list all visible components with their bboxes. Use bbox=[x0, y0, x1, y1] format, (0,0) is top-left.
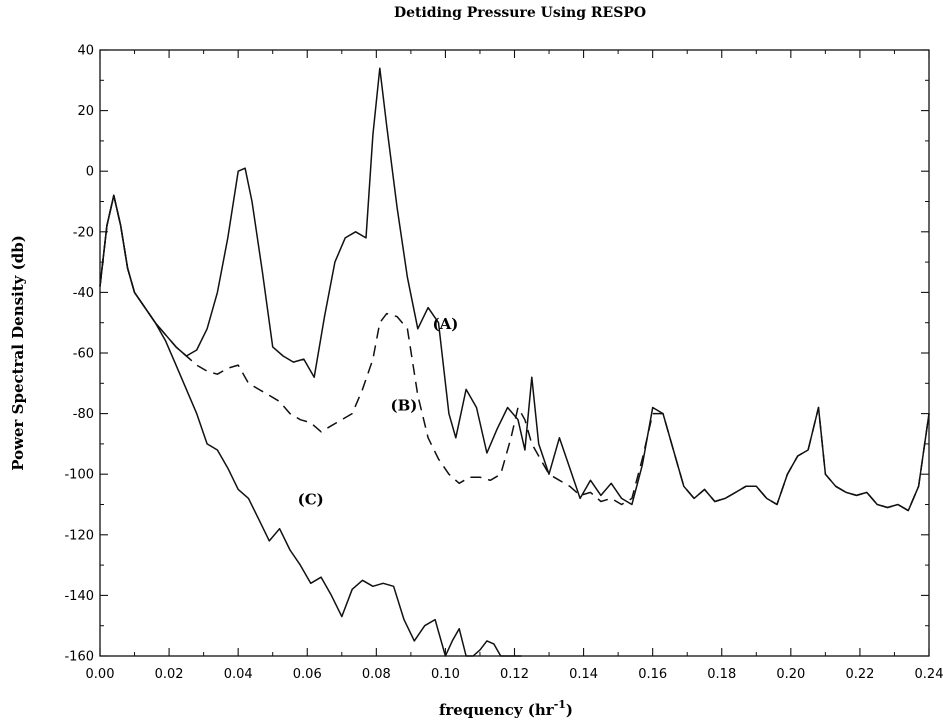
x-axis-label: frequency (hr-1) bbox=[439, 698, 573, 719]
series-line-3 bbox=[99, 194, 522, 657]
series-annotation: (B) bbox=[391, 397, 418, 415]
y-tick-label: 40 bbox=[77, 44, 94, 59]
y-tick-labels: 40 20 0 -20 -40 -60 -80 -100 -120 -140 -160 bbox=[64, 44, 94, 665]
x-tick-label: 0.04 bbox=[224, 667, 253, 682]
y-tick-label: 0 bbox=[86, 165, 94, 180]
y-tick-label: -60 bbox=[73, 347, 94, 362]
x-tick-labels: 0.00 0.02 0.04 0.06 0.08 0.10 0.12 0.14 0.16 0.18… bbox=[86, 667, 943, 682]
x-tick-label: 0.06 bbox=[293, 667, 322, 682]
series-line-2 bbox=[99, 194, 930, 512]
x-tick-label: 0.24 bbox=[915, 667, 943, 682]
y-tick-label: -160 bbox=[64, 650, 94, 665]
x-tick-label: 0.12 bbox=[500, 667, 529, 682]
y-axis-label: Power Spectral Density (db) bbox=[9, 235, 27, 471]
series-annotation: (C) bbox=[298, 491, 324, 509]
x-tick-label: 0.20 bbox=[776, 667, 805, 682]
chart-title: Detiding Pressure Using RESPO bbox=[394, 5, 646, 21]
x-tick-label: 0.08 bbox=[362, 667, 391, 682]
y-tick-label: -40 bbox=[73, 286, 94, 301]
x-tick-label: 0.22 bbox=[845, 667, 874, 682]
x-tick-label: 0.00 bbox=[86, 667, 115, 682]
annotations: (A) (B) (C) bbox=[298, 315, 459, 509]
y-tick-label: -120 bbox=[64, 528, 94, 543]
y-tick-label: 20 bbox=[77, 104, 94, 119]
series-line-1 bbox=[99, 67, 930, 512]
y-tick-label: -140 bbox=[64, 589, 94, 604]
y-tick-label: -80 bbox=[73, 407, 94, 422]
x-tick-label: 0.14 bbox=[569, 667, 598, 682]
series-annotation: (A) bbox=[432, 315, 458, 333]
x-tick-label: 0.16 bbox=[638, 667, 667, 682]
axis-ticks bbox=[99, 49, 930, 657]
y-tick-label: -20 bbox=[73, 225, 94, 240]
y-tick-label: -100 bbox=[64, 468, 94, 483]
x-tick-label: 0.02 bbox=[155, 667, 184, 682]
series-layer bbox=[99, 67, 930, 657]
x-tick-label: 0.18 bbox=[707, 667, 736, 682]
plot-frame bbox=[99, 49, 930, 657]
x-tick-label: 0.10 bbox=[431, 667, 460, 682]
